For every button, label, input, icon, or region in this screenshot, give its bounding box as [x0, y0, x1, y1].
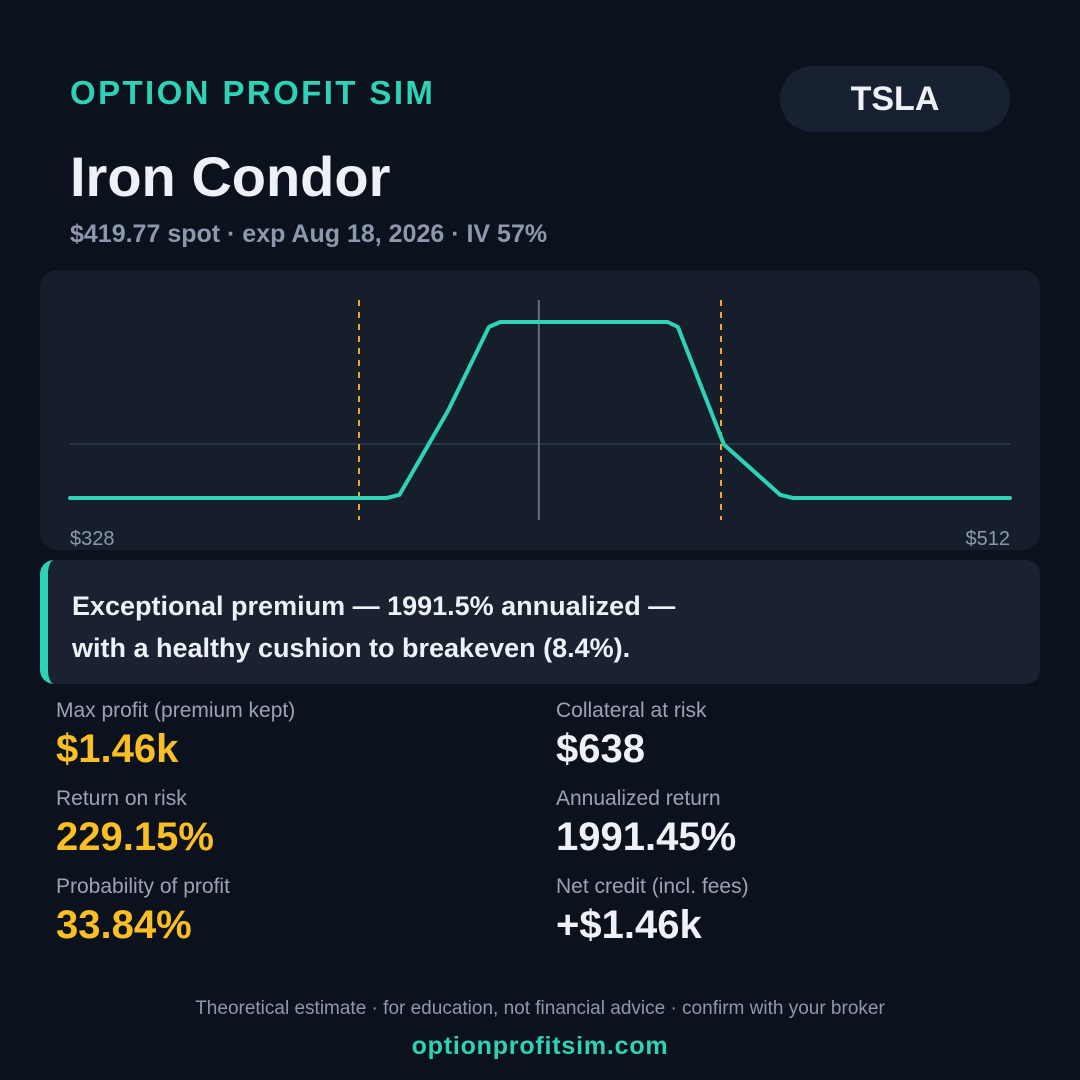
disclaimer: Theoretical estimate · for education, no…	[195, 998, 885, 1019]
payoff-chart-panel	[40, 270, 1040, 550]
stat-net-credit: Net credit (incl. fees) +$1.46k	[556, 874, 1016, 948]
stat-collateral: Collateral at risk $638	[556, 698, 1016, 772]
strategy-subtitle: $419.77 spot · exp Aug 18, 2026 · IV 57%	[70, 220, 548, 248]
axis-max-label: $512	[965, 528, 1011, 550]
axis-min-label: $328	[70, 528, 115, 550]
stat-value: 229.15%	[56, 815, 214, 859]
payoff-chart	[68, 300, 1012, 520]
site-link[interactable]: optionprofitsim.com	[411, 1032, 669, 1060]
stat-label: Probability of profit	[56, 875, 230, 898]
stat-label: Net credit (incl. fees)	[556, 875, 749, 898]
callout-line-1: Exceptional premium — 1991.5% annualized…	[72, 591, 676, 621]
stat-label: Collateral at risk	[556, 699, 707, 722]
stat-return-on-risk: Return on risk 229.15%	[56, 786, 516, 860]
stat-annualized-return: Annualized return 1991.45%	[556, 786, 1016, 860]
payoff-line	[68, 320, 1012, 500]
stat-probability-of-profit: Probability of profit 33.84%	[56, 874, 516, 948]
strategy-title: Iron Condor	[70, 145, 391, 208]
stat-value: +$1.46k	[556, 903, 702, 947]
stat-label: Max profit (premium kept)	[56, 699, 296, 722]
ticker-badge: TSLA	[780, 66, 1010, 132]
stat-label: Annualized return	[556, 787, 721, 810]
stat-value: $1.46k	[56, 727, 179, 771]
summary-callout: Exceptional premium — 1991.5% annualized…	[40, 560, 1040, 684]
stat-value: $638	[556, 727, 645, 771]
stat-label: Return on risk	[56, 787, 187, 810]
callout-line-2: with a healthy cushion to breakeven (8.4…	[72, 633, 631, 663]
brand-title: OPTION PROFIT SIM	[70, 74, 436, 111]
stat-value: 33.84%	[56, 903, 192, 947]
stat-max-profit: Max profit (premium kept) $1.46k	[56, 698, 516, 772]
stat-value: 1991.45%	[556, 815, 737, 859]
